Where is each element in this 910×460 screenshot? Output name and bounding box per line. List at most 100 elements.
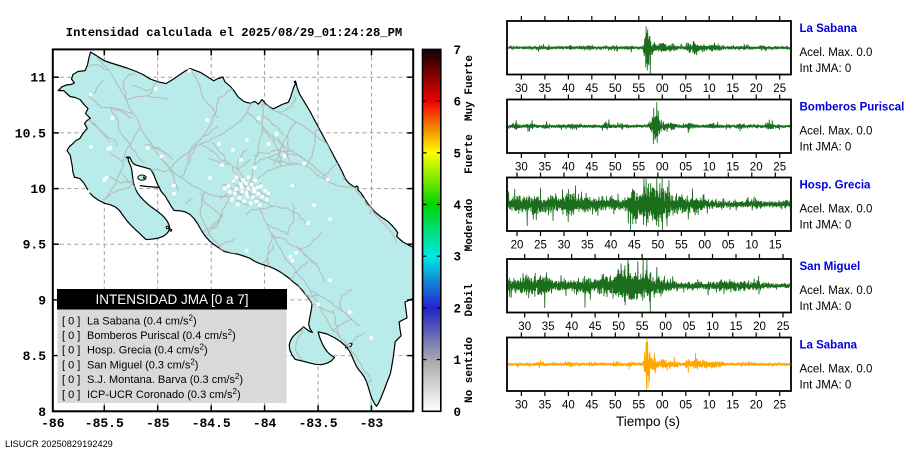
- svg-text:La Sabana: La Sabana: [800, 340, 858, 352]
- svg-text:Acel. Max. 0.0: Acel. Max. 0.0: [800, 126, 873, 138]
- svg-text:3: 3: [454, 251, 462, 265]
- svg-text:30: 30: [515, 162, 528, 174]
- svg-text:-84.5: -84.5: [192, 416, 231, 431]
- svg-text:55: 55: [632, 400, 645, 412]
- svg-text:8.5: 8.5: [23, 349, 47, 364]
- svg-text:10: 10: [745, 240, 758, 252]
- svg-text:10: 10: [703, 162, 716, 174]
- svg-text:45: 45: [585, 83, 598, 95]
- svg-text:30: 30: [515, 400, 528, 412]
- svg-text:La Sabana (0.4 cm/s2): La Sabana (0.4 cm/s2): [87, 313, 197, 327]
- svg-text:50: 50: [609, 162, 622, 174]
- svg-text:10: 10: [703, 400, 716, 412]
- svg-text:20: 20: [511, 240, 524, 252]
- svg-text:Hosp. Grecia: Hosp. Grecia: [800, 180, 872, 192]
- svg-text:8: 8: [38, 405, 46, 420]
- svg-text:La Sabana: La Sabana: [800, 23, 858, 35]
- svg-text:15: 15: [726, 83, 739, 95]
- svg-text:[ 0 ]: [ 0 ]: [62, 345, 80, 357]
- svg-text:35: 35: [539, 162, 552, 174]
- svg-text:7: 7: [454, 44, 462, 58]
- svg-text:2: 2: [454, 302, 462, 316]
- svg-text:ICP-UCR Coronado (0.3 cm/s2): ICP-UCR Coronado (0.3 cm/s2): [87, 387, 241, 401]
- svg-text:5: 5: [454, 147, 462, 161]
- svg-text:30: 30: [558, 240, 571, 252]
- svg-text:55: 55: [632, 83, 645, 95]
- svg-text:30: 30: [515, 83, 528, 95]
- svg-text:35: 35: [539, 400, 552, 412]
- svg-text:30: 30: [518, 321, 531, 333]
- svg-text:05: 05: [679, 162, 692, 174]
- svg-text:Muy Fuerte: Muy Fuerte: [464, 55, 476, 121]
- svg-text:20: 20: [753, 321, 766, 333]
- svg-text:05: 05: [683, 321, 696, 333]
- svg-text:35: 35: [542, 321, 555, 333]
- svg-text:San Miguel: San Miguel: [800, 261, 861, 273]
- svg-text:Acel. Max. 0.0: Acel. Max. 0.0: [800, 364, 873, 376]
- svg-text:15: 15: [726, 162, 739, 174]
- svg-text:S.J. Montana. Barva (0.3 cm/s2: S.J. Montana. Barva (0.3 cm/s2): [87, 372, 243, 386]
- svg-text:05: 05: [679, 400, 692, 412]
- svg-text:50: 50: [612, 321, 625, 333]
- svg-text:45: 45: [585, 162, 598, 174]
- svg-text:20: 20: [750, 162, 763, 174]
- svg-text:9.5: 9.5: [23, 238, 47, 253]
- svg-text:Fuerte: Fuerte: [464, 134, 476, 174]
- svg-text:Moderado: Moderado: [464, 198, 476, 251]
- svg-text:9: 9: [38, 293, 46, 308]
- svg-text:45: 45: [585, 400, 598, 412]
- svg-text:-83.5: -83.5: [299, 416, 338, 431]
- svg-text:05: 05: [722, 240, 735, 252]
- svg-text:55: 55: [632, 162, 645, 174]
- svg-text:[ 0 ]: [ 0 ]: [62, 389, 80, 401]
- svg-text:INTENSIDAD JMA [0 a 7]: INTENSIDAD JMA [0 a 7]: [95, 292, 248, 307]
- svg-text:25: 25: [534, 240, 547, 252]
- svg-text:00: 00: [656, 83, 669, 95]
- svg-text:-85: -85: [146, 416, 170, 431]
- svg-text:Debil: Debil: [464, 283, 476, 316]
- svg-text:Int JMA: 0: Int JMA: 0: [800, 220, 852, 232]
- svg-text:50: 50: [652, 240, 665, 252]
- svg-text:45: 45: [628, 240, 641, 252]
- svg-text:20: 20: [750, 400, 763, 412]
- svg-text:00: 00: [656, 162, 669, 174]
- svg-text:Int JMA: 0: Int JMA: 0: [800, 380, 852, 392]
- svg-text:40: 40: [562, 83, 575, 95]
- svg-text:00: 00: [659, 321, 672, 333]
- svg-text:15: 15: [730, 321, 743, 333]
- svg-text:Hosp. Grecia (0.4 cm/s2): Hosp. Grecia (0.4 cm/s2): [87, 343, 208, 357]
- svg-text:6: 6: [454, 96, 462, 110]
- svg-text:0: 0: [454, 406, 462, 420]
- svg-text:10: 10: [703, 83, 716, 95]
- svg-text:Int JMA: 0: Int JMA: 0: [800, 301, 852, 313]
- svg-text:50: 50: [609, 83, 622, 95]
- svg-text:Int JMA: 0: Int JMA: 0: [800, 63, 852, 75]
- svg-text:05: 05: [679, 83, 692, 95]
- svg-text:25: 25: [773, 400, 786, 412]
- svg-text:40: 40: [562, 400, 575, 412]
- svg-text:00: 00: [698, 240, 711, 252]
- svg-text:San Miguel (0.3 cm/s2): San Miguel (0.3 cm/s2): [87, 357, 198, 371]
- svg-text:55: 55: [675, 240, 688, 252]
- svg-text:40: 40: [565, 321, 578, 333]
- svg-text:4: 4: [454, 199, 462, 213]
- svg-text:10: 10: [30, 182, 46, 197]
- svg-text:[ 0 ]: [ 0 ]: [62, 315, 80, 327]
- svg-text:-84: -84: [253, 416, 277, 431]
- svg-text:11: 11: [30, 71, 46, 86]
- svg-text:[ 0 ]: [ 0 ]: [62, 374, 80, 386]
- svg-text:35: 35: [539, 83, 552, 95]
- svg-text:10.5: 10.5: [15, 126, 46, 141]
- svg-text:Acel. Max. 0.0: Acel. Max. 0.0: [800, 204, 873, 216]
- svg-text:Tiempo (s): Tiempo (s): [616, 414, 680, 429]
- svg-text:[ 0 ]: [ 0 ]: [62, 359, 80, 371]
- svg-text:00: 00: [656, 400, 669, 412]
- svg-text:Bomberos Puriscal: Bomberos Puriscal: [800, 102, 905, 114]
- svg-text:20: 20: [750, 83, 763, 95]
- svg-text:45: 45: [589, 321, 602, 333]
- svg-text:50: 50: [609, 400, 622, 412]
- svg-text:Acel. Max. 0.0: Acel. Max. 0.0: [800, 285, 873, 297]
- svg-text:40: 40: [562, 162, 575, 174]
- svg-text:35: 35: [581, 240, 594, 252]
- svg-text:15: 15: [726, 400, 739, 412]
